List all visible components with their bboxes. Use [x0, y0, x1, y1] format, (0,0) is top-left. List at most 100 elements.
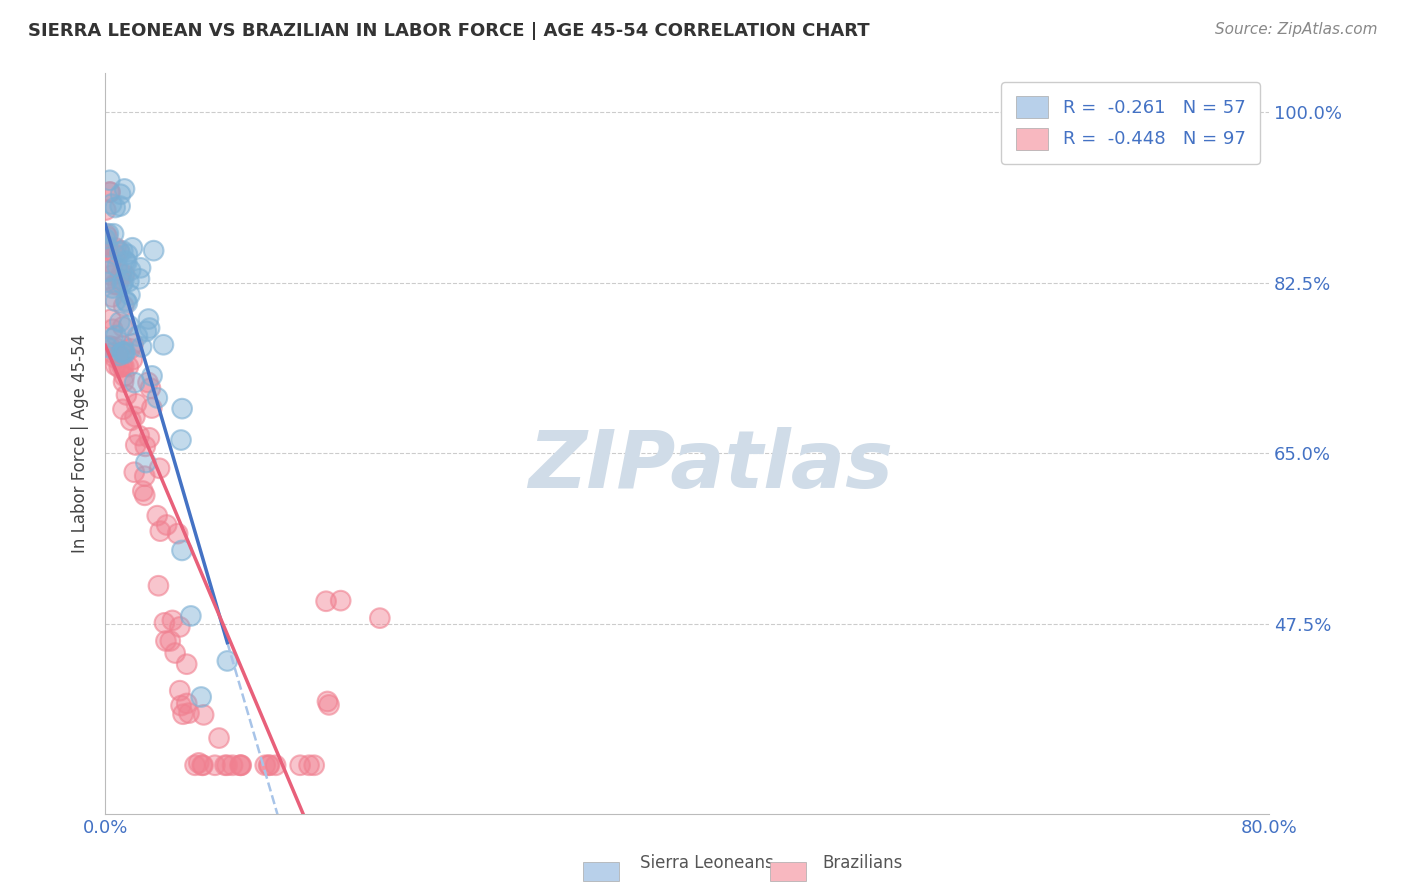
Point [111, 277, 134, 291]
Point [105, 260, 128, 274]
Point [148, 461, 170, 475]
Point [112, 359, 135, 374]
Point [221, 758, 243, 772]
Point [121, 352, 143, 367]
Point [172, 401, 194, 416]
Point [108, 349, 131, 363]
Point [128, 272, 150, 286]
Point [318, 698, 340, 712]
Point [177, 706, 200, 720]
Point [131, 340, 153, 354]
Point [138, 431, 160, 445]
Point [166, 526, 188, 541]
Point [288, 758, 311, 772]
Point [135, 324, 157, 338]
Point [368, 611, 391, 625]
Point [191, 758, 214, 772]
Point [104, 277, 127, 292]
Point [100, 197, 122, 211]
Point [120, 342, 142, 356]
Point [136, 376, 159, 390]
Point [112, 274, 135, 288]
Point [96, 229, 118, 244]
Point [104, 277, 127, 292]
Point [105, 328, 128, 343]
Point [115, 293, 138, 308]
Point [112, 274, 135, 288]
Point [96, 242, 118, 256]
Point [231, 758, 253, 772]
Point [108, 199, 131, 213]
Point [104, 201, 127, 215]
Point [114, 346, 136, 360]
Point [111, 244, 134, 258]
Point [128, 428, 150, 442]
Point [114, 254, 136, 268]
Point [108, 349, 131, 363]
Point [111, 277, 134, 291]
Point [134, 469, 156, 483]
Point [104, 358, 127, 372]
Point [112, 375, 135, 389]
Point [136, 376, 159, 390]
Point [96, 264, 118, 278]
Point [172, 707, 194, 722]
Point [141, 368, 163, 383]
Point [131, 340, 153, 354]
Point [117, 247, 139, 261]
Point [254, 758, 277, 772]
Point [153, 615, 176, 630]
Point [302, 758, 325, 772]
Point [110, 187, 132, 202]
Point [108, 272, 131, 286]
Legend: R =  -0.261   N = 57, R =  -0.448   N = 97: R = -0.261 N = 57, R = -0.448 N = 97 [1001, 82, 1260, 164]
Point [114, 268, 136, 282]
Point [118, 288, 141, 302]
Point [98, 173, 121, 187]
Point [104, 358, 127, 372]
Point [97, 340, 120, 354]
Point [229, 758, 252, 772]
Point [114, 254, 136, 268]
Point [153, 615, 176, 630]
Point [118, 288, 141, 302]
Point [122, 337, 145, 351]
Point [221, 758, 243, 772]
Point [108, 244, 131, 258]
Point [97, 340, 120, 354]
Point [117, 295, 139, 310]
Point [316, 694, 339, 708]
Point [111, 345, 134, 359]
Point [141, 368, 163, 383]
Point [146, 391, 169, 405]
Point [111, 244, 134, 258]
Point [172, 401, 194, 416]
Point [108, 199, 131, 213]
Point [187, 756, 209, 770]
Point [135, 456, 157, 470]
Point [114, 344, 136, 359]
Point [96, 264, 118, 278]
Point [108, 360, 131, 375]
Point [114, 268, 136, 282]
Point [115, 388, 138, 402]
Point [259, 758, 281, 772]
Point [184, 758, 207, 772]
Point [134, 488, 156, 502]
Point [169, 683, 191, 698]
Point [190, 690, 212, 704]
Point [298, 758, 321, 772]
Point [191, 758, 214, 772]
Point [111, 319, 134, 334]
Point [191, 758, 214, 772]
Point [170, 698, 193, 713]
Point [170, 543, 193, 558]
Point [191, 758, 214, 772]
Point [101, 322, 124, 336]
Point [94, 238, 117, 252]
Point [169, 683, 191, 698]
Point [170, 698, 193, 713]
Point [114, 182, 136, 196]
Point [104, 294, 127, 309]
Point [110, 267, 132, 281]
